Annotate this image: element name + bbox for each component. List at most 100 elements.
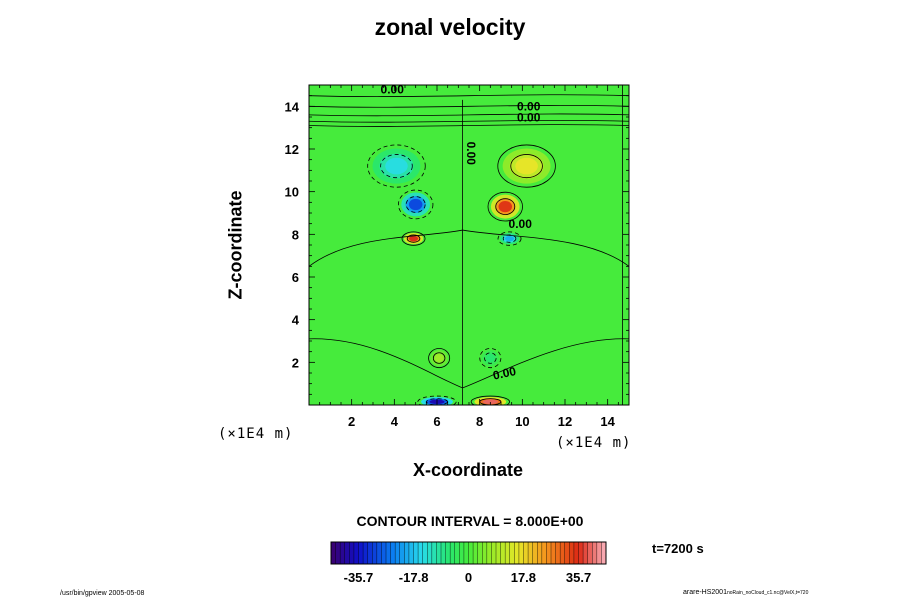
contour-line-5-0 xyxy=(502,234,517,243)
contour-line-1-1 xyxy=(497,144,556,188)
velocity-feature-2-level-2 xyxy=(408,198,423,211)
x-tick-label: 8 xyxy=(476,414,483,429)
colorbar-cell xyxy=(436,542,442,564)
colorbar-cell xyxy=(427,542,433,564)
contour-line-5-1 xyxy=(497,231,522,246)
colorbar-cell xyxy=(596,542,602,564)
zero-contour-low xyxy=(309,338,629,389)
y-tick-label: 6 xyxy=(292,270,299,285)
colorbar-cell xyxy=(463,542,469,564)
velocity-feature-7-level-2 xyxy=(486,354,495,362)
colorbar-cell xyxy=(422,542,428,564)
colorbar-cell xyxy=(376,542,382,564)
colorbar-cell xyxy=(546,542,552,564)
contour-label-3: 0.00 xyxy=(464,142,478,166)
contour-label-5: 0.00 xyxy=(492,364,518,383)
colorbar-cell xyxy=(381,542,387,564)
velocity-feature-5-level-2 xyxy=(505,235,515,242)
colorbar-cell xyxy=(335,542,341,564)
chart-title: zonal velocity xyxy=(374,14,526,40)
colorbar-cell xyxy=(450,542,456,564)
x-tick-label: 12 xyxy=(558,414,572,429)
zero-contour-band-1 xyxy=(309,119,629,123)
y-tick-label: 10 xyxy=(285,185,299,200)
zero-contour-mid xyxy=(309,229,629,267)
colorbar-cell xyxy=(500,542,506,564)
plot-background xyxy=(309,85,629,405)
contour-line-4-0 xyxy=(406,234,421,243)
x-tick-label: 14 xyxy=(600,414,615,429)
contour-line-6-1 xyxy=(428,348,451,369)
footer-command: /usr/bin/gpview 2005-05-08 xyxy=(60,590,145,597)
colorbar-cell xyxy=(459,542,465,564)
colorbar-cell xyxy=(518,542,524,564)
colorbar-tick-label: -35.7 xyxy=(344,570,374,585)
contour-line-3-0 xyxy=(495,198,516,215)
x-tick-label: 2 xyxy=(348,414,355,429)
contour-line-8-1 xyxy=(417,395,457,405)
colorbar-cell xyxy=(555,542,561,564)
colorbar-tick-label: -17.8 xyxy=(399,570,429,585)
footer-file-main: arare-HS2001 xyxy=(683,589,727,596)
zero-contour-band-3 xyxy=(309,105,629,108)
contour-line-4-1 xyxy=(401,231,426,246)
contour-line-2-1 xyxy=(397,189,434,220)
colorbar-cell xyxy=(491,542,497,564)
colorbar-cell xyxy=(390,542,396,564)
velocity-feature-0-level-2 xyxy=(385,157,408,175)
colorbar-frame xyxy=(330,541,607,565)
colorbar-cell xyxy=(349,542,355,564)
colorbar-cell xyxy=(482,542,488,564)
colorbar-cell xyxy=(514,542,520,564)
velocity-feature-6-level-2 xyxy=(435,354,444,362)
colorbar-cell xyxy=(363,542,369,564)
colorbar-cell xyxy=(523,542,529,564)
contour-line-0-1 xyxy=(367,144,426,188)
velocity-feature-3-level-2 xyxy=(498,200,513,213)
contour-line-2-0 xyxy=(405,196,426,213)
contour-label-1: 0.00 xyxy=(517,100,541,114)
colorbar-cell xyxy=(573,542,579,564)
y-tick-label: 2 xyxy=(292,355,299,370)
colorbar-cell xyxy=(399,542,405,564)
contour-line-6-0 xyxy=(432,352,446,364)
colorbar-cell xyxy=(353,542,359,564)
colorbar-tick-label: 35.7 xyxy=(566,570,591,585)
contour-label-2: 0.00 xyxy=(517,110,541,124)
contour-label-0: 0.00 xyxy=(381,83,405,97)
contour-line-3-1 xyxy=(487,191,523,222)
time-label: t=7200 s xyxy=(652,541,704,556)
footer-file-sub: noRain_noCloud_c1.nc@VelX,t=720 xyxy=(726,590,809,596)
x-tick-label: 6 xyxy=(433,414,440,429)
colorbar-cell xyxy=(431,542,437,564)
zero-contour-band-4 xyxy=(309,94,629,97)
colorbar-cell xyxy=(367,542,373,564)
colorbar-cell xyxy=(340,542,346,564)
velocity-feature-4-level-2 xyxy=(409,235,419,242)
colorbar-cell xyxy=(358,542,364,564)
z-axis-unit: (×1E4 m) xyxy=(556,435,632,451)
contour-line-0-0 xyxy=(380,154,413,179)
y-tick-label: 4 xyxy=(292,313,300,328)
colorbar-cell xyxy=(408,542,414,564)
colorbar-cell xyxy=(601,542,607,564)
colorbar-cell xyxy=(395,542,401,564)
colorbar-cell xyxy=(473,542,479,564)
y-tick-label: 8 xyxy=(292,227,299,242)
colorbar-cell xyxy=(477,542,483,564)
colorbar-cell xyxy=(537,542,543,564)
colorbar-cell xyxy=(331,542,336,564)
colorbar-cell xyxy=(413,542,419,564)
colorbar-cell xyxy=(528,542,534,564)
contour-line-9-1 xyxy=(470,395,510,405)
colorbar-cell xyxy=(441,542,446,564)
contour-label-4: 0.00 xyxy=(509,217,533,231)
colorbar-cell xyxy=(541,542,547,564)
colorbar-cell xyxy=(468,542,474,564)
x-axis-label: X-coordinate xyxy=(412,460,523,480)
colorbar-cell xyxy=(569,542,575,564)
contour-line-7-1 xyxy=(479,348,502,369)
y-tick-label: 14 xyxy=(285,99,300,114)
colorbar-cell xyxy=(560,542,566,564)
